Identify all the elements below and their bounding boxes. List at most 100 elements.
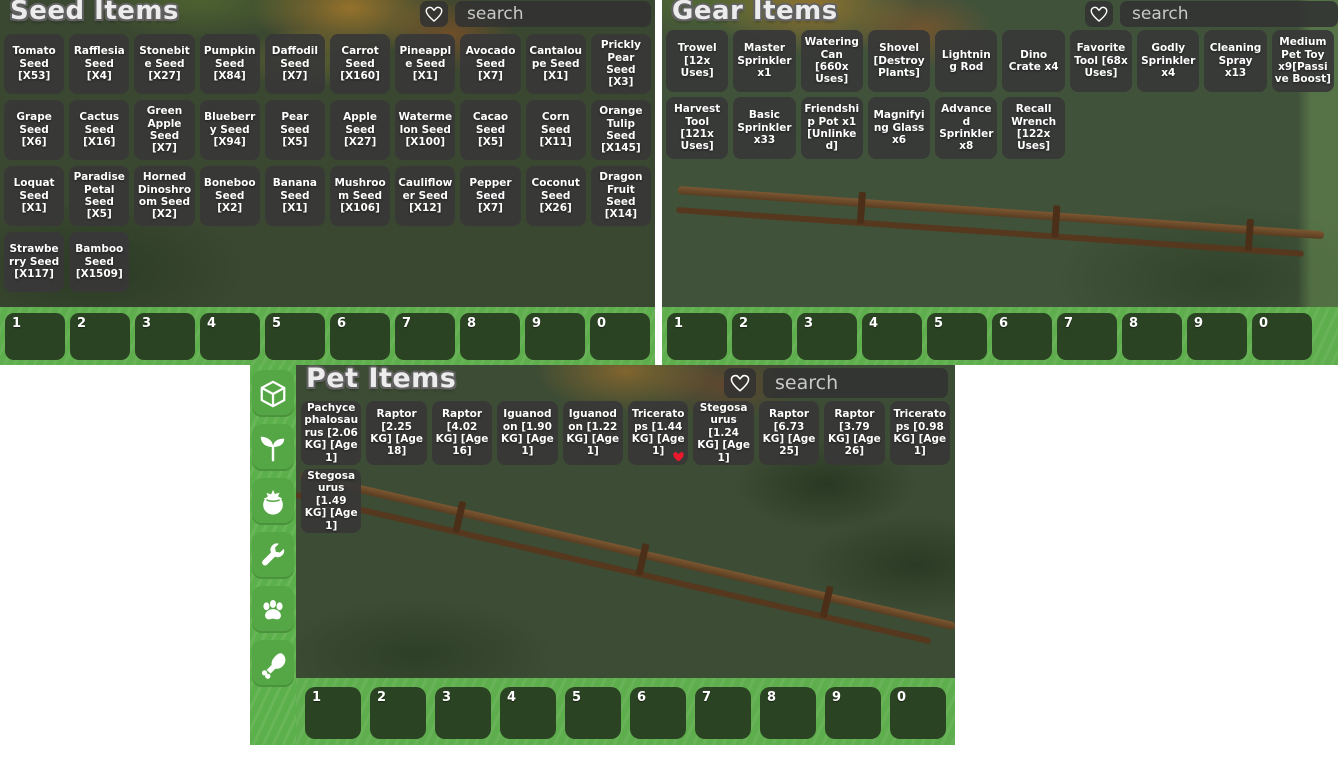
- pet-item-tile[interactable]: Stegosaurus [1.49 KG] [Age 1]: [301, 469, 362, 533]
- gear-item-tile[interactable]: Recall Wrench [122x Uses]: [1002, 97, 1065, 159]
- seed-favorites-filter-button[interactable]: [420, 1, 448, 27]
- seed-item-tile[interactable]: Boneboo Seed [X2]: [199, 166, 260, 226]
- hotbar-slot[interactable]: 8: [1122, 313, 1182, 360]
- hotbar-slot[interactable]: 5: [565, 687, 621, 739]
- gear-item-tile[interactable]: Advanced Sprinkler x8: [935, 97, 998, 159]
- hotbar-slot[interactable]: 1: [667, 313, 727, 360]
- sidebar-item-crops[interactable]: [252, 478, 294, 525]
- seed-item-tile[interactable]: Carrot Seed [X160]: [330, 34, 391, 94]
- pet-item-tile[interactable]: Raptor [2.25 KG] [Age 18]: [366, 401, 427, 465]
- gear-item-tile[interactable]: Magnifying Glass x6: [867, 97, 931, 159]
- hotbar-slot[interactable]: 4: [862, 313, 922, 360]
- hotbar-slot[interactable]: 3: [797, 313, 857, 360]
- hotbar-slot[interactable]: 7: [1057, 313, 1117, 360]
- seed-item-tile[interactable]: Pepper Seed [X7]: [460, 166, 521, 226]
- pet-item-tile[interactable]: Triceratops [1.44 KG] [Age 1]: [628, 401, 689, 465]
- seed-item-tile[interactable]: Watermelon Seed [X100]: [395, 100, 456, 160]
- gear-item-tile[interactable]: Favorite Tool [68x Uses]: [1069, 30, 1133, 92]
- hotbar-slot[interactable]: 0: [590, 313, 650, 360]
- gear-item-tile[interactable]: Harvest Tool [121x Uses]: [666, 97, 729, 159]
- seed-item-tile[interactable]: Rafflesia Seed [X4]: [69, 34, 130, 94]
- seed-item-tile[interactable]: Bamboo Seed [X1509]: [69, 232, 130, 292]
- seed-item-tile[interactable]: Coconut Seed [X26]: [525, 166, 586, 226]
- seed-item-tile[interactable]: Stonebite Seed [X27]: [134, 34, 195, 94]
- pet-item-tile[interactable]: Stegosaurus [1.24 KG] [Age 1]: [693, 401, 754, 465]
- seed-item-tile[interactable]: Pineapple Seed [X1]: [395, 34, 456, 94]
- seed-item-tile[interactable]: Pumpkin Seed [X84]: [199, 34, 260, 94]
- gear-item-tile[interactable]: Lightning Rod: [935, 30, 998, 92]
- seed-item-tile[interactable]: Grape Seed [X6]: [4, 100, 65, 160]
- seed-item-tile[interactable]: Horned Dinoshroom Seed [X2]: [134, 166, 195, 226]
- seed-item-tile[interactable]: Daffodil Seed [X7]: [264, 34, 325, 94]
- seed-item-tile[interactable]: Mushroom Seed [X106]: [330, 166, 391, 226]
- seed-search-input[interactable]: [455, 1, 651, 27]
- sidebar-item-inventory[interactable]: [252, 370, 294, 417]
- seed-item-tile[interactable]: Blueberry Seed [X94]: [199, 100, 260, 160]
- hotbar-slot[interactable]: 8: [760, 687, 816, 739]
- gear-item-tile[interactable]: Dino Crate x4: [1002, 30, 1065, 92]
- hotbar-slot[interactable]: 2: [70, 313, 130, 360]
- hotbar-slot[interactable]: 6: [330, 313, 390, 360]
- hotbar-slot[interactable]: 4: [500, 687, 556, 739]
- hotbar-slot[interactable]: 4: [200, 313, 260, 360]
- pet-favorites-filter-button[interactable]: [724, 368, 756, 398]
- hotbar-slot[interactable]: 8: [460, 313, 520, 360]
- hotbar-slot[interactable]: 5: [265, 313, 325, 360]
- gear-item-tile[interactable]: Trowel [12x Uses]: [666, 30, 729, 92]
- hotbar-slot[interactable]: 3: [435, 687, 491, 739]
- pet-item-tile[interactable]: Raptor [3.79 KG] [Age 26]: [824, 401, 885, 465]
- pet-item-tile[interactable]: Raptor [6.73 KG] [Age 25]: [758, 401, 820, 465]
- hotbar-slot[interactable]: 0: [890, 687, 946, 739]
- seed-item-tile[interactable]: Loquat Seed [X1]: [4, 166, 65, 226]
- gear-item-tile[interactable]: Medium Pet Toy x9[Passive Boost]: [1271, 30, 1334, 92]
- sidebar-item-pets[interactable]: [252, 586, 294, 633]
- gear-item-tile[interactable]: Basic Sprinkler x33: [733, 97, 796, 159]
- hotbar-slot[interactable]: 1: [5, 313, 65, 360]
- seed-item-tile[interactable]: Apple Seed [X27]: [330, 100, 391, 160]
- pet-search-input[interactable]: [763, 368, 948, 398]
- pet-item-tile[interactable]: Iguanodon [1.90 KG] [Age 1]: [497, 401, 558, 465]
- seed-item-tile[interactable]: Tomato Seed [X53]: [4, 34, 65, 94]
- hotbar-slot[interactable]: 6: [992, 313, 1052, 360]
- hotbar-slot[interactable]: 1: [305, 687, 361, 739]
- seed-item-tile[interactable]: Dragon Fruit Seed [X14]: [590, 166, 651, 226]
- sidebar-item-seeds[interactable]: [252, 424, 294, 471]
- seed-item-tile[interactable]: Orange Tulip Seed [X145]: [590, 100, 651, 160]
- hotbar-slot[interactable]: 0: [1252, 313, 1312, 360]
- hotbar-slot[interactable]: 9: [525, 313, 585, 360]
- gear-item-tile[interactable]: Master Sprinkler x1: [733, 30, 796, 92]
- seed-item-tile[interactable]: Avocado Seed [X7]: [460, 34, 521, 94]
- pet-item-tile[interactable]: Iguanodon [1.22 KG] [Age 1]: [562, 401, 623, 465]
- seed-item-tile[interactable]: Cacao Seed [X5]: [460, 100, 521, 160]
- gear-item-tile[interactable]: Watering Can [660x Uses]: [800, 30, 863, 92]
- gear-item-tile[interactable]: Friendship Pot x1 [Unlinked]: [800, 97, 863, 159]
- hotbar-slot[interactable]: 2: [370, 687, 426, 739]
- hotbar-slot[interactable]: 9: [1187, 313, 1247, 360]
- pet-item-tile[interactable]: Pachycephalosaurus [2.06 KG] [Age 1]: [301, 401, 362, 465]
- gear-search-input[interactable]: [1120, 1, 1338, 27]
- hotbar-slot[interactable]: 5: [927, 313, 987, 360]
- hotbar-slot[interactable]: 7: [695, 687, 751, 739]
- seed-item-tile[interactable]: Cactus Seed [X16]: [69, 100, 130, 160]
- seed-item-tile[interactable]: Prickly Pear Seed [X3]: [590, 34, 651, 94]
- seed-item-tile[interactable]: Corn Seed [X11]: [525, 100, 586, 160]
- hotbar-slot[interactable]: 3: [135, 313, 195, 360]
- hotbar-slot[interactable]: 9: [825, 687, 881, 739]
- hotbar-slot[interactable]: 7: [395, 313, 455, 360]
- gear-favorites-filter-button[interactable]: [1085, 1, 1113, 27]
- seed-item-tile[interactable]: Pear Seed [X5]: [264, 100, 325, 160]
- seed-item-tile[interactable]: Cauliflower Seed [X12]: [395, 166, 456, 226]
- gear-item-tile[interactable]: Cleaning Spray x13: [1204, 30, 1267, 92]
- hotbar-slot[interactable]: 2: [732, 313, 792, 360]
- seed-item-tile[interactable]: Paradise Petal Seed [X5]: [69, 166, 130, 226]
- seed-item-tile[interactable]: Green Apple Seed [X7]: [134, 100, 195, 160]
- sidebar-item-gear[interactable]: [252, 532, 294, 579]
- pet-item-tile[interactable]: Raptor [4.02 KG] [Age 16]: [431, 401, 493, 465]
- sidebar-item-pet-food[interactable]: [252, 640, 294, 687]
- pet-item-tile[interactable]: Triceratops [0.98 KG] [Age 1]: [889, 401, 950, 465]
- hotbar-slot[interactable]: 6: [630, 687, 686, 739]
- seed-item-tile[interactable]: Banana Seed [X1]: [264, 166, 325, 226]
- gear-item-tile[interactable]: Godly Sprinkler x4: [1137, 30, 1200, 92]
- seed-item-tile[interactable]: Strawberry Seed [X117]: [4, 232, 65, 292]
- seed-item-tile[interactable]: Cantaloupe Seed [X1]: [525, 34, 586, 94]
